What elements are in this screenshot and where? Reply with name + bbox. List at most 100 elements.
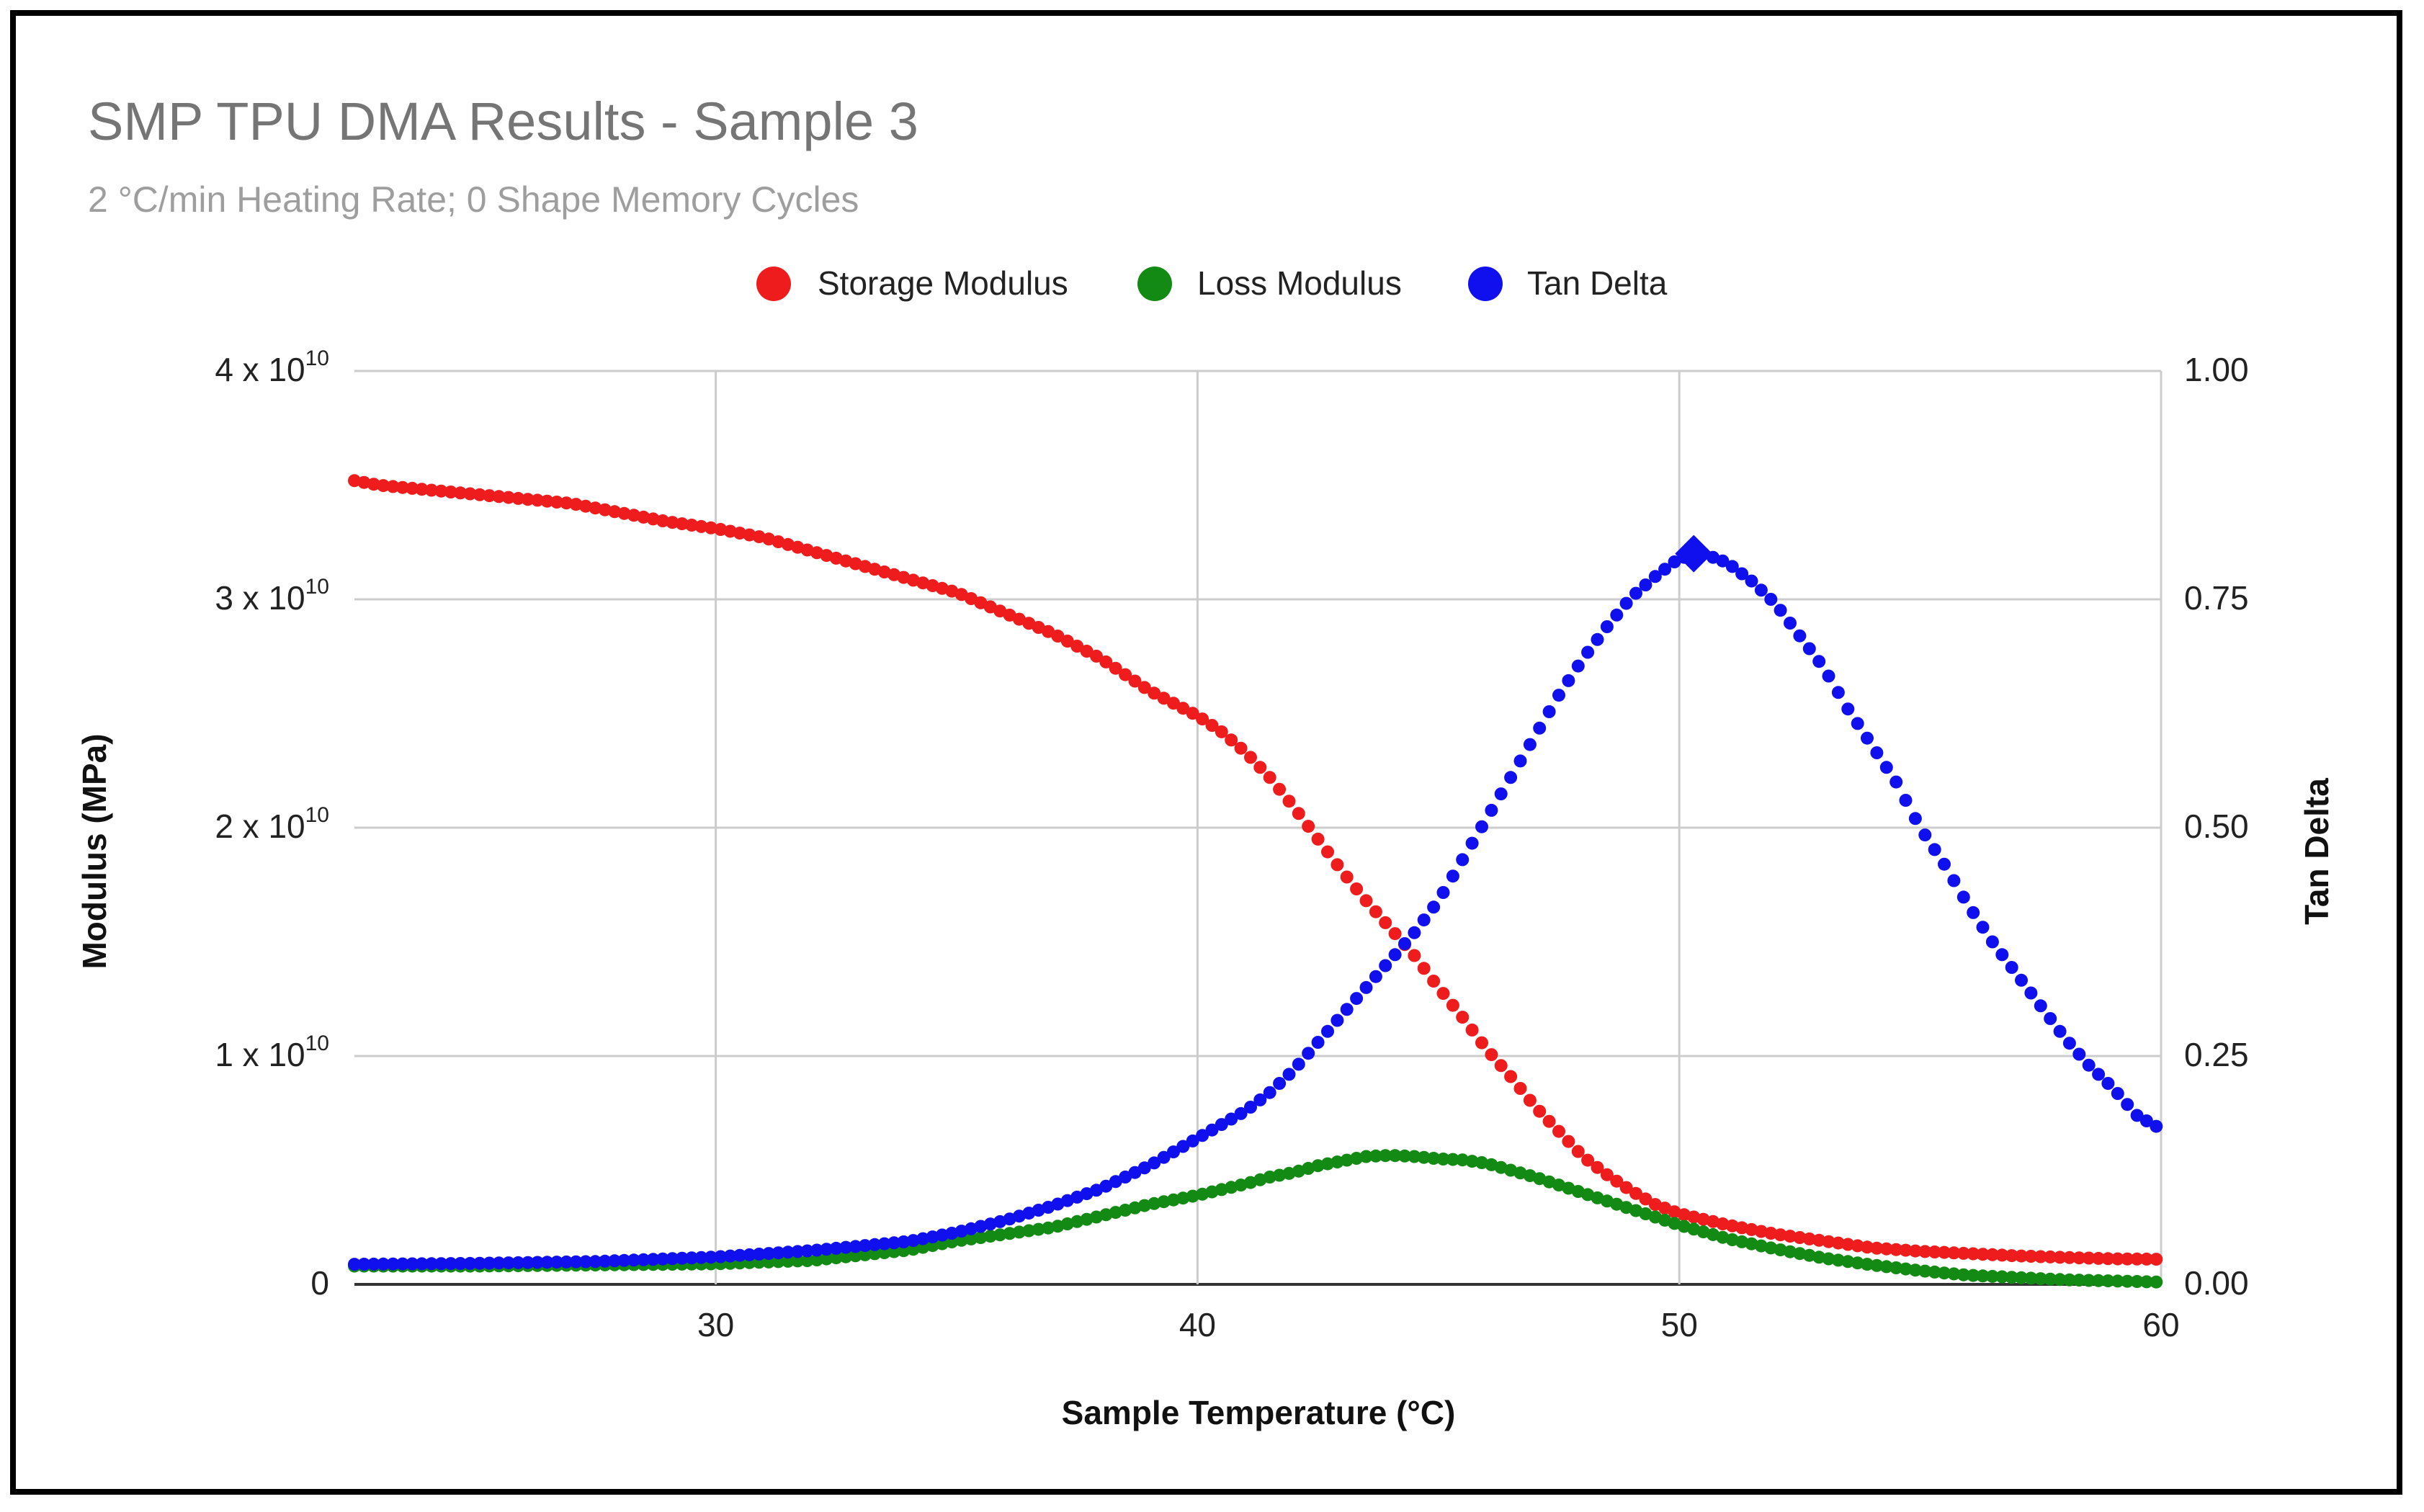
storage-modulus-point <box>1899 1243 1913 1257</box>
tan-delta-point <box>1196 1129 1209 1142</box>
chart-frame: SMP TPU DMA Results - Sample 3 2 °C/min … <box>10 10 2402 1495</box>
tan-delta-point <box>1417 913 1431 927</box>
loss-modulus-point <box>1176 1191 1190 1205</box>
tan-delta-point <box>2062 1037 2076 1050</box>
tan-delta-point <box>1658 563 1672 576</box>
x-tick-label: 60 <box>2142 1306 2179 1343</box>
tan-delta-point <box>1831 686 1845 699</box>
storage-modulus-point <box>1273 782 1287 796</box>
tan-delta-point <box>463 1256 477 1270</box>
storage-modulus-point <box>357 475 371 489</box>
tan-delta-point <box>579 1255 592 1269</box>
storage-modulus-point <box>2044 1250 2057 1263</box>
tan-delta-point <box>1427 900 1441 914</box>
tan-delta-point <box>1889 775 1903 789</box>
tan-delta-point <box>897 1235 911 1248</box>
loss-modulus-point <box>2111 1274 2124 1288</box>
tan-delta-point <box>1851 717 1864 730</box>
storage-modulus-point <box>598 503 612 516</box>
tan-delta-point <box>2015 973 2028 987</box>
loss-modulus-point <box>2082 1274 2096 1287</box>
tan-delta-point <box>1408 926 1421 939</box>
storage-modulus-point <box>1562 1135 1575 1148</box>
storage-modulus-point <box>511 491 525 505</box>
tan-delta-point <box>2005 961 2018 974</box>
tan-delta-point <box>2034 999 2047 1013</box>
tan-delta-point <box>714 1250 728 1263</box>
tan-delta-point <box>1735 567 1749 581</box>
storage-modulus-point <box>1282 795 1296 808</box>
tan-delta-point <box>849 1240 862 1253</box>
tan-delta-point <box>454 1257 468 1270</box>
storage-modulus-point <box>1302 820 1315 833</box>
tan-delta-point <box>1725 560 1739 573</box>
storage-modulus-point <box>1889 1243 1903 1256</box>
storage-modulus-point <box>550 496 563 509</box>
loss-modulus-point <box>1003 1227 1016 1240</box>
tan-delta-point <box>473 1256 486 1270</box>
storage-modulus-point <box>406 481 419 495</box>
tan-delta-point <box>820 1243 833 1256</box>
tan-delta-point <box>2150 1119 2163 1133</box>
tan-delta-point <box>377 1257 390 1271</box>
loss-modulus-point <box>1841 1255 1855 1269</box>
storage-modulus-point <box>1109 661 1122 675</box>
storage-modulus-point <box>521 493 535 506</box>
storage-modulus-point <box>1417 962 1431 975</box>
storage-modulus-point <box>2072 1251 2086 1265</box>
storage-modulus-point <box>2015 1249 2028 1263</box>
storage-modulus-point <box>1725 1219 1739 1233</box>
storage-modulus-point <box>1542 1114 1556 1128</box>
loss-modulus-point <box>1032 1222 1045 1236</box>
y2-tick-label: 0.25 <box>2184 1036 2249 1073</box>
loss-modulus-point <box>1186 1189 1199 1203</box>
loss-modulus-point <box>1369 1149 1382 1163</box>
storage-modulus-point <box>704 521 717 534</box>
tan-delta-point <box>887 1236 901 1250</box>
storage-modulus-point <box>1504 1070 1518 1083</box>
tan-delta-point <box>434 1257 448 1271</box>
loss-modulus-point <box>1273 1168 1287 1182</box>
tan-delta-point <box>483 1256 496 1270</box>
loss-modulus-point <box>781 1254 795 1268</box>
loss-modulus-point <box>1359 1150 1373 1163</box>
loss-modulus-point <box>1899 1262 1913 1276</box>
y-tick-label: 1 x 1010 <box>215 1032 329 1073</box>
y2-tick-label: 0.50 <box>2184 808 2249 845</box>
storage-modulus-point <box>2130 1252 2144 1266</box>
tan-delta-point <box>646 1253 660 1266</box>
storage-modulus-point <box>2101 1252 2115 1266</box>
tan-delta-point <box>395 1257 409 1271</box>
loss-modulus-point <box>1263 1171 1276 1184</box>
storage-modulus-point <box>694 519 708 533</box>
tan-delta-point <box>540 1256 554 1269</box>
loss-modulus-point <box>1822 1252 1835 1266</box>
storage-modulus-point <box>483 489 496 503</box>
storage-modulus-point <box>1735 1221 1749 1235</box>
legend-marker-storage-modulus <box>756 267 791 301</box>
storage-modulus-point <box>1070 640 1084 653</box>
tan-delta-point <box>1282 1068 1296 1081</box>
tan-delta-point <box>1764 593 1778 606</box>
loss-modulus-point <box>849 1249 862 1263</box>
tan-delta-point <box>2072 1047 2086 1061</box>
tan-delta-point <box>492 1256 506 1270</box>
tan-delta-point <box>1215 1118 1228 1132</box>
storage-modulus-point <box>1205 719 1219 732</box>
storage-modulus-point <box>377 479 390 493</box>
y-axis-ticks: 0 1 x 1010 2 x 1010 3 x 1010 4 x 1010 <box>215 346 329 1302</box>
loss-modulus-point <box>1879 1260 1893 1274</box>
loss-modulus-point <box>2130 1275 2144 1288</box>
legend-marker-tan-delta <box>1468 267 1503 301</box>
tan-delta-point <box>1321 1024 1334 1038</box>
tan-delta-point <box>2092 1068 2106 1081</box>
y2-tick-label: 1.00 <box>2184 351 2249 388</box>
storage-modulus-point <box>1292 807 1305 820</box>
storage-modulus-point <box>1408 949 1421 962</box>
storage-modulus-point <box>1523 1093 1537 1107</box>
storage-modulus-point <box>1090 649 1103 663</box>
storage-modulus-point <box>2092 1251 2106 1265</box>
loss-modulus-point <box>2139 1275 2153 1289</box>
storage-modulus-point <box>1745 1222 1758 1236</box>
loss-modulus-point <box>2024 1271 2038 1285</box>
